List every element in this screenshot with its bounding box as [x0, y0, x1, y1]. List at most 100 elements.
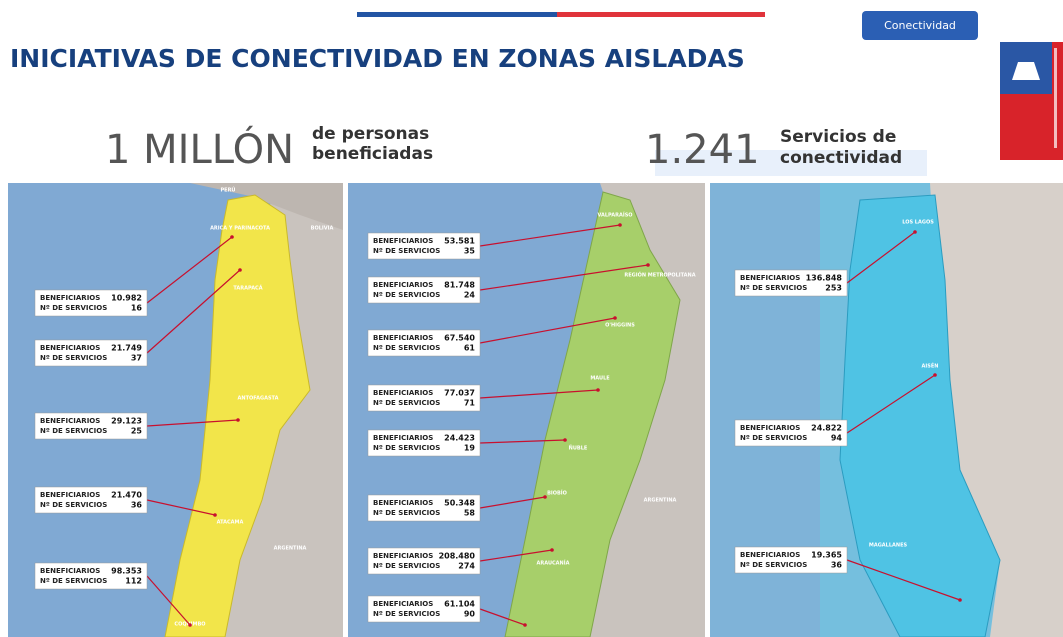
box-label: BENEFICIARIOS	[40, 491, 100, 499]
box-value: 274	[458, 562, 475, 571]
data-box	[367, 547, 481, 575]
box-value: 21.749	[111, 344, 142, 353]
box-label: Nº DE SERVICIOS	[740, 561, 807, 569]
box-label: BENEFICIARIOS	[373, 237, 433, 245]
connector	[146, 575, 191, 626]
box-value: 53.581	[444, 237, 475, 246]
box-value: 208.480	[439, 552, 476, 561]
box-value: 77.037	[444, 389, 475, 398]
box-label: BENEFICIARIOS	[373, 434, 433, 442]
data-box	[734, 546, 848, 574]
box-value: 136.848	[806, 274, 843, 283]
connector	[479, 549, 553, 562]
connector-dot	[550, 548, 554, 552]
logo	[1000, 42, 1063, 160]
box-label: Nº DE SERVICIOS	[373, 247, 440, 255]
panel: PERÚ BOLIVIA ARICA Y PARINACOTA TARAPACÁ ANT…	[34, 187, 334, 628]
region-label: VALPARAÍSO	[597, 211, 632, 219]
region-label: BOLIVIA	[311, 226, 334, 232]
connector	[846, 374, 936, 434]
box-label: BENEFICIARIOS	[373, 552, 433, 560]
box-label: BENEFICIARIOS	[373, 281, 433, 289]
box-value: 19	[464, 444, 476, 453]
box-label: BENEFICIARIOS	[40, 567, 100, 575]
box-label: Nº DE SERVICIOS	[373, 344, 440, 352]
connector-dot	[596, 388, 600, 392]
stat-caption: beneficiadas	[312, 144, 433, 164]
button[interactable]	[862, 11, 978, 40]
region-label: AISÉN	[922, 362, 939, 370]
connector	[479, 496, 546, 509]
box-label: Nº DE SERVICIOS	[40, 304, 107, 312]
region-label: ARGENTINA	[274, 546, 307, 552]
box-value: 36	[831, 561, 843, 570]
box-value: 19.365	[811, 551, 842, 560]
connector	[846, 231, 916, 284]
region-label: ÑUBLE	[569, 445, 588, 452]
connector-dot	[238, 268, 242, 272]
region-label: LOS LAGOS	[902, 220, 934, 226]
data-box	[34, 289, 148, 317]
box-value: 81.748	[444, 281, 475, 290]
region-label: TARAPACÁ	[233, 285, 262, 292]
connector	[846, 559, 961, 601]
panel: LOS LAGOS AISÉN MAGALLANES BENEFICIARIOS 136…	[734, 220, 962, 602]
box-label: Nº DE SERVICIOS	[373, 399, 440, 407]
connector	[479, 608, 526, 626]
connector-dot	[523, 623, 527, 627]
box-label: Nº DE SERVICIOS	[373, 562, 440, 570]
region-label: ARGENTINA	[644, 498, 677, 504]
box-value: 24	[464, 291, 476, 300]
box-label: Nº DE SERVICIOS	[740, 434, 807, 442]
box-value: 67.540	[444, 334, 475, 343]
connector-dot	[188, 623, 192, 627]
data-box	[34, 412, 148, 440]
connector	[479, 389, 599, 399]
box-label: BENEFICIARIOS	[740, 274, 800, 282]
region-label: ARAUCANÍA	[537, 559, 570, 567]
connector-dot	[933, 373, 937, 377]
box-label: Nº DE SERVICIOS	[40, 501, 107, 509]
title: INICIATIVAS DE CONECTIVIDAD EN ZONAS AIS…	[10, 44, 745, 73]
region-label: PERÚ	[221, 187, 236, 194]
stat-caption: Servicios de	[780, 127, 896, 147]
box-value: 58	[464, 509, 476, 518]
data-box	[367, 329, 481, 357]
stripe-blue	[357, 12, 557, 17]
divider	[705, 183, 710, 637]
box-label: Nº DE SERVICIOS	[740, 284, 807, 292]
data-box	[367, 384, 481, 412]
divider	[343, 183, 348, 637]
box-label: BENEFICIARIOS	[40, 344, 100, 352]
box-label: Nº DE SERVICIOS	[373, 444, 440, 452]
stat-number: 1.241	[645, 127, 760, 173]
button-label[interactable]: Conectividad	[884, 19, 956, 32]
box-value: 112	[125, 577, 142, 586]
box-value: 71	[464, 399, 476, 408]
region-label: ARICA Y PARINACOTA	[210, 226, 270, 232]
box-label: Nº DE SERVICIOS	[373, 509, 440, 517]
region-label: MAGALLANES	[869, 543, 908, 549]
connector	[479, 439, 566, 444]
data-box	[34, 562, 148, 590]
box-label: Nº DE SERVICIOS	[40, 577, 107, 585]
data-box	[367, 494, 481, 522]
box-label: BENEFICIARIOS	[740, 424, 800, 432]
connector	[146, 236, 233, 304]
region-label: BIOBÍO	[547, 489, 567, 497]
box-value: 61.104	[444, 600, 475, 609]
box-value: 25	[131, 427, 143, 436]
box-value: 61	[464, 344, 476, 353]
box-label: BENEFICIARIOS	[40, 294, 100, 302]
box-value: 24.423	[444, 434, 475, 443]
data-box	[367, 276, 481, 304]
panel: VALPARAÍSO REGIÓN METROPOLITANA O'HIGGINS M…	[367, 211, 696, 627]
data-box	[367, 429, 481, 457]
box-value: 21.470	[111, 491, 142, 500]
box-label: Nº DE SERVICIOS	[40, 427, 107, 435]
region-label: ATACAMA	[217, 520, 244, 526]
box-value: 37	[131, 354, 142, 363]
stat-highlight	[655, 150, 927, 176]
data-box	[34, 339, 148, 367]
